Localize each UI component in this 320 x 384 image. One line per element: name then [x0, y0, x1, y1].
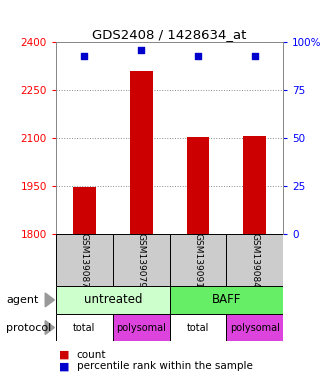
Text: GSM139079: GSM139079	[137, 233, 146, 288]
Text: polysomal: polysomal	[230, 323, 280, 333]
Bar	[113, 234, 170, 286]
Bar	[113, 314, 170, 341]
Text: total: total	[73, 323, 96, 333]
Bar	[56, 286, 170, 314]
Text: GSM139087: GSM139087	[80, 233, 89, 288]
Text: total: total	[187, 323, 209, 333]
Point	[252, 53, 257, 59]
Bar	[56, 234, 113, 286]
Bar	[187, 137, 209, 234]
Text: protocol: protocol	[6, 323, 52, 333]
Bar	[227, 234, 283, 286]
Point	[139, 47, 144, 53]
Text: ■: ■	[59, 350, 70, 360]
Point	[82, 53, 87, 59]
Bar	[244, 136, 266, 234]
Text: polysomal: polysomal	[116, 323, 166, 333]
Bar	[130, 71, 153, 234]
Polygon shape	[45, 321, 54, 334]
Text: GSM139084: GSM139084	[250, 233, 259, 288]
Bar	[227, 314, 283, 341]
Text: count: count	[77, 350, 106, 360]
Bar	[170, 234, 227, 286]
Point	[196, 53, 201, 59]
Bar	[170, 286, 283, 314]
Text: ■: ■	[59, 361, 70, 371]
Bar	[73, 187, 96, 234]
Text: agent: agent	[6, 295, 39, 305]
Polygon shape	[45, 293, 54, 307]
Bar	[170, 314, 227, 341]
Text: GSM139091: GSM139091	[194, 233, 203, 288]
Bar	[56, 314, 113, 341]
Text: percentile rank within the sample: percentile rank within the sample	[77, 361, 253, 371]
Text: untreated: untreated	[84, 293, 142, 306]
Text: BAFF: BAFF	[212, 293, 241, 306]
Title: GDS2408 / 1428634_at: GDS2408 / 1428634_at	[92, 28, 247, 41]
